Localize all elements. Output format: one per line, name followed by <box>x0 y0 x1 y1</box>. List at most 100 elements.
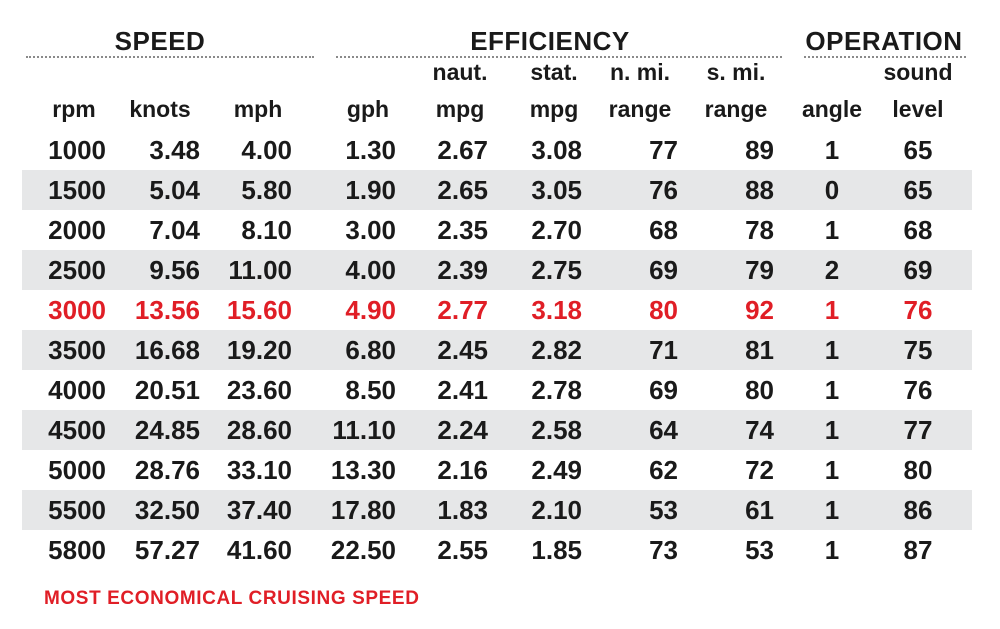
cell-sound_level: 65 <box>903 175 933 205</box>
cell-s_mi_range: 74 <box>745 415 774 445</box>
cell-mph: 8.10 <box>241 215 292 245</box>
cell-s_mi_range: 72 <box>745 455 774 485</box>
cell-rpm: 3000 <box>48 295 106 325</box>
cell-knots: 24.85 <box>134 415 200 445</box>
group-operation-title: OPERATION <box>805 26 963 56</box>
cell-n_mi_range: 80 <box>649 295 678 325</box>
cell-naut_mpg: 2.41 <box>437 375 488 405</box>
cell-sound_level: 77 <box>903 415 933 445</box>
cell-angle: 1 <box>824 215 840 245</box>
cell-knots: 3.48 <box>149 135 200 165</box>
column-header-stat_mpg-top: stat. <box>530 59 578 85</box>
cell-rpm: 5800 <box>48 535 106 565</box>
cell-rpm: 5000 <box>48 455 106 485</box>
cell-sound_level: 87 <box>903 535 933 565</box>
cell-angle: 1 <box>824 535 840 565</box>
group-operation-rule <box>804 56 966 58</box>
cell-sound_level: 69 <box>903 255 933 285</box>
cell-sound_level: 75 <box>903 335 933 365</box>
cell-mph: 41.60 <box>226 535 292 565</box>
column-header-n_mi_range-bottom: range <box>608 96 672 122</box>
cell-n_mi_range: 76 <box>649 175 678 205</box>
table-row: 1500 5.04 5.80 1.90 2.65 3.05 76 88 0 65 <box>22 170 972 210</box>
cell-mph: 5.80 <box>241 175 292 205</box>
performance-table: 1000 3.48 4.00 1.30 2.67 3.08 77 89 1 65 1500 5.04 5… <box>22 130 972 570</box>
cell-stat_mpg: 2.75 <box>531 255 582 285</box>
group-speed-title: SPEED <box>114 26 206 56</box>
column-header-s_mi_range-bottom: range <box>704 96 768 122</box>
cell-mph: 11.00 <box>228 255 292 285</box>
cell-n_mi_range: 71 <box>649 335 678 365</box>
cell-angle: 1 <box>824 495 840 525</box>
cell-s_mi_range: 81 <box>745 335 774 365</box>
cell-knots: 28.76 <box>134 455 200 485</box>
cell-stat_mpg: 2.10 <box>531 495 582 525</box>
cell-sound_level: 76 <box>903 375 933 405</box>
cell-rpm: 4500 <box>48 415 106 445</box>
cell-stat_mpg: 2.70 <box>531 215 582 245</box>
cell-sound_level: 86 <box>903 495 933 525</box>
cell-sound_level: 65 <box>903 135 933 165</box>
cell-stat_mpg: 3.08 <box>531 135 582 165</box>
cell-stat_mpg: 2.82 <box>531 335 582 365</box>
column-header-n_mi_range-top: n. mi. <box>609 59 671 85</box>
cell-gph: 8.50 <box>345 375 396 405</box>
column-header-sound_level-bottom: level <box>892 96 944 122</box>
cell-gph: 17.80 <box>330 495 396 525</box>
cell-naut_mpg: 2.24 <box>437 415 488 445</box>
cell-naut_mpg: 2.39 <box>437 255 488 285</box>
cell-naut_mpg: 2.55 <box>437 535 488 565</box>
column-header-angle-bottom: angle <box>801 96 863 122</box>
cell-stat_mpg: 2.58 <box>531 415 582 445</box>
cell-angle: 0 <box>824 175 840 205</box>
group-efficiency-rule <box>336 56 782 58</box>
column-header-naut_mpg-top: naut. <box>432 59 488 85</box>
cell-s_mi_range: 80 <box>745 375 774 405</box>
cell-n_mi_range: 64 <box>649 415 678 445</box>
cell-sound_level: 80 <box>903 455 933 485</box>
cell-s_mi_range: 61 <box>745 495 774 525</box>
cell-n_mi_range: 69 <box>649 255 678 285</box>
cell-mph: 15.60 <box>226 295 292 325</box>
cell-naut_mpg: 2.65 <box>437 175 488 205</box>
column-header-stat_mpg-bottom: mpg <box>529 96 579 122</box>
cell-naut_mpg: 1.83 <box>437 495 488 525</box>
group-speed-rule <box>26 56 314 58</box>
column-header-knots-bottom: knots <box>129 96 191 122</box>
cell-naut_mpg: 2.35 <box>437 215 488 245</box>
cell-n_mi_range: 69 <box>649 375 678 405</box>
cell-knots: 57.27 <box>134 535 200 565</box>
cell-gph: 6.80 <box>345 335 396 365</box>
footnote-legend: MOST ECONOMICAL CRUISING SPEED <box>44 588 420 609</box>
cell-s_mi_range: 92 <box>745 295 774 325</box>
cell-s_mi_range: 78 <box>745 215 774 245</box>
table-row: 2500 9.56 11.00 4.00 2.39 2.75 69 79 2 69 <box>22 250 972 290</box>
cell-gph: 4.00 <box>345 255 396 285</box>
cell-gph: 3.00 <box>345 215 396 245</box>
cell-mph: 33.10 <box>226 455 292 485</box>
cell-stat_mpg: 2.78 <box>531 375 582 405</box>
cell-gph: 4.90 <box>345 295 396 325</box>
column-header-gph-bottom: gph <box>346 96 390 122</box>
cell-naut_mpg: 2.16 <box>437 455 488 485</box>
cell-angle: 1 <box>824 135 840 165</box>
cell-n_mi_range: 62 <box>649 455 678 485</box>
cell-mph: 28.60 <box>226 415 292 445</box>
cell-s_mi_range: 53 <box>745 535 774 565</box>
cell-rpm: 2000 <box>48 215 106 245</box>
cell-rpm: 2500 <box>48 255 106 285</box>
cell-s_mi_range: 79 <box>745 255 774 285</box>
cell-sound_level: 68 <box>903 215 933 245</box>
table-row: 2000 7.04 8.10 3.00 2.35 2.70 68 78 1 68 <box>22 210 972 250</box>
cell-naut_mpg: 2.45 <box>437 335 488 365</box>
cell-naut_mpg: 2.77 <box>437 295 488 325</box>
cell-rpm: 4000 <box>48 375 106 405</box>
cell-stat_mpg: 3.05 <box>531 175 582 205</box>
column-header-mph-bottom: mph <box>233 96 283 122</box>
cell-knots: 7.04 <box>149 215 200 245</box>
table-row: 4000 20.51 23.60 8.50 2.41 2.78 69 80 1 76 <box>22 370 972 410</box>
cell-n_mi_range: 73 <box>649 535 678 565</box>
cell-gph: 13.30 <box>330 455 396 485</box>
column-header-sound_level-top: sound <box>883 59 953 85</box>
cell-angle: 1 <box>824 335 840 365</box>
